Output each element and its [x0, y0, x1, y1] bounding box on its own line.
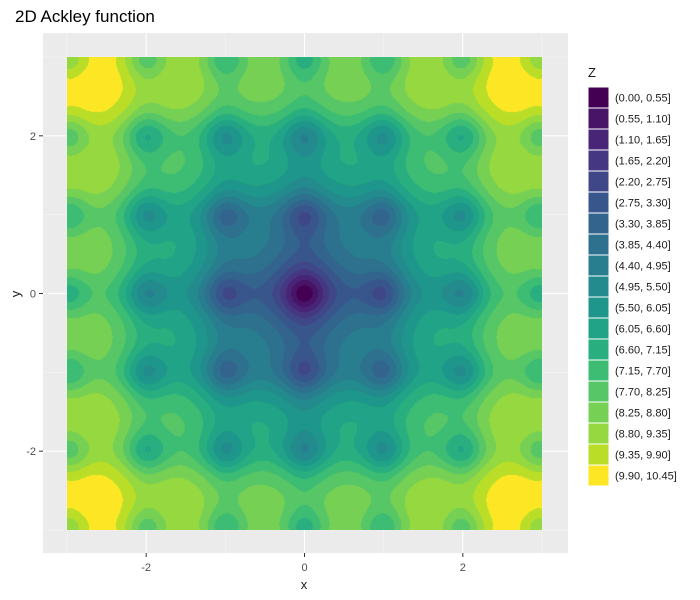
legend-label: (2.20, 2.75] — [615, 177, 671, 189]
contour-fill — [67, 57, 542, 530]
legend-label: (8.25, 8.80] — [615, 408, 671, 420]
legend-label: (1.10, 1.65] — [615, 135, 671, 147]
legend-key — [587, 359, 610, 382]
legend-label: (4.95, 5.50] — [615, 282, 671, 294]
legend-key — [587, 191, 610, 214]
x-axis-title: x — [301, 577, 308, 592]
legend-key — [587, 128, 610, 151]
y-axis: -2 0 2 — [26, 131, 43, 458]
legend-label: (4.40, 4.95] — [615, 261, 671, 273]
legend-key — [587, 443, 610, 466]
legend-key — [587, 254, 610, 277]
legend-label: (6.60, 7.15] — [615, 345, 671, 357]
legend-label: (0.55, 1.10] — [615, 114, 671, 126]
legend-title: Z — [588, 65, 596, 80]
legend-label: (8.80, 9.35] — [615, 429, 671, 441]
legend-label: (9.90, 10.45] — [615, 471, 677, 483]
y-tick-label: 0 — [30, 289, 36, 301]
legend-key — [587, 317, 610, 340]
x-tick-label: -2 — [141, 562, 151, 574]
x-tick-label: 0 — [301, 562, 307, 574]
legend-label: (5.50, 6.05] — [615, 303, 671, 315]
legend-key — [587, 338, 610, 361]
legend-key — [587, 296, 610, 319]
legend-key — [587, 422, 610, 445]
legend-key — [587, 170, 610, 193]
legend: Z (0.00, 0.55] (0.55, 1.10] (1.10, 1.65] (1… — [587, 65, 677, 487]
legend-label: (2.75, 3.30] — [615, 198, 671, 210]
legend-key — [587, 275, 610, 298]
legend-key — [587, 464, 610, 487]
legend-key — [587, 233, 610, 256]
y-axis-title: y — [8, 290, 23, 297]
legend-key — [587, 380, 610, 403]
legend-key — [587, 149, 610, 172]
chart-title: 2D Ackley function — [15, 7, 155, 26]
legend-key — [587, 86, 610, 109]
legend-label: (3.85, 4.40] — [615, 240, 671, 252]
y-tick-label: -2 — [26, 446, 36, 458]
legend-key — [587, 212, 610, 235]
legend-label: (7.15, 7.70] — [615, 366, 671, 378]
legend-key — [587, 107, 610, 130]
x-axis: -2 0 2 — [141, 553, 466, 574]
legend-label: (7.70, 8.25] — [615, 387, 671, 399]
legend-label: (3.30, 3.85] — [615, 219, 671, 231]
legend-label: (1.65, 2.20] — [615, 156, 671, 168]
legend-label: (6.05, 6.60] — [615, 324, 671, 336]
legend-label: (9.35, 9.90] — [615, 450, 671, 462]
legend-label: (0.00, 0.55] — [615, 93, 671, 105]
y-tick-label: 2 — [30, 131, 36, 143]
legend-key — [587, 401, 610, 424]
x-tick-label: 2 — [460, 562, 466, 574]
